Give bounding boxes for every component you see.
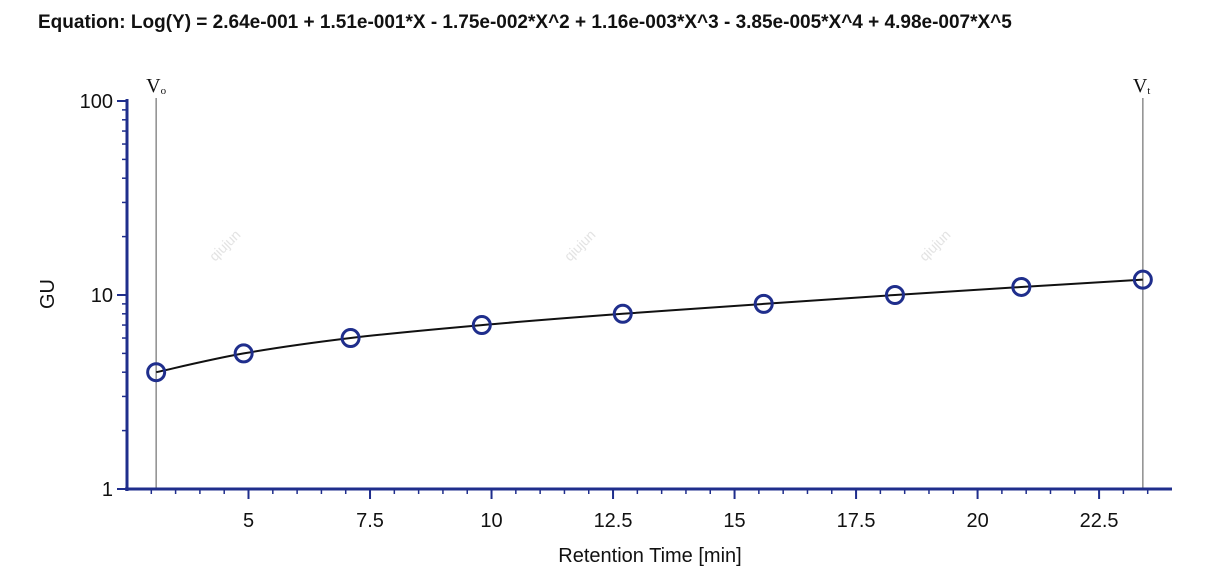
y-axis-label: GU	[37, 279, 59, 309]
x-tick-label: 17.5	[837, 510, 876, 532]
y-tick-label: 100	[80, 91, 113, 113]
x-tick-label: 22.5	[1080, 510, 1119, 532]
x-tick-label: 20	[966, 510, 988, 532]
watermark-text: qiujun	[916, 226, 954, 264]
x-tick-label: 10	[480, 510, 502, 532]
chart-title: Equation: Log(Y) = 2.64e-001 + 1.51e-001…	[38, 12, 1012, 33]
x-tick-label: 7.5	[356, 510, 384, 532]
x-axis-label: Retention Time [min]	[558, 545, 741, 567]
data-point	[146, 362, 167, 383]
data-point	[1132, 269, 1153, 290]
axes: 1 10 100 5 7.5 10 12.5 15 17.5 20 22.5	[80, 91, 1172, 532]
data-points-layer	[146, 269, 1153, 383]
data-point	[612, 303, 633, 324]
fit-curve	[155, 278, 1143, 374]
marker-label: Vo	[146, 75, 166, 97]
marker-lines: Vo Vt	[146, 75, 1150, 489]
watermarks: qiujun qiujun qiujun	[206, 226, 954, 264]
y-tick-label: 1	[102, 479, 113, 501]
data-point	[884, 285, 905, 305]
marker-label: Vt	[1133, 75, 1151, 97]
x-tick-label: 12.5	[594, 510, 633, 532]
data-point	[340, 328, 361, 349]
data-point	[753, 293, 774, 314]
y-tick-label: 10	[91, 285, 113, 307]
data-point	[471, 315, 492, 336]
watermark-text: qiujun	[561, 226, 599, 264]
watermark-text: qiujun	[206, 226, 244, 264]
fit-curve-layer	[155, 278, 1143, 374]
data-point	[1011, 276, 1032, 297]
x-tick-label: 5	[243, 510, 254, 532]
data-point	[233, 343, 254, 364]
x-tick-label: 15	[723, 510, 745, 532]
